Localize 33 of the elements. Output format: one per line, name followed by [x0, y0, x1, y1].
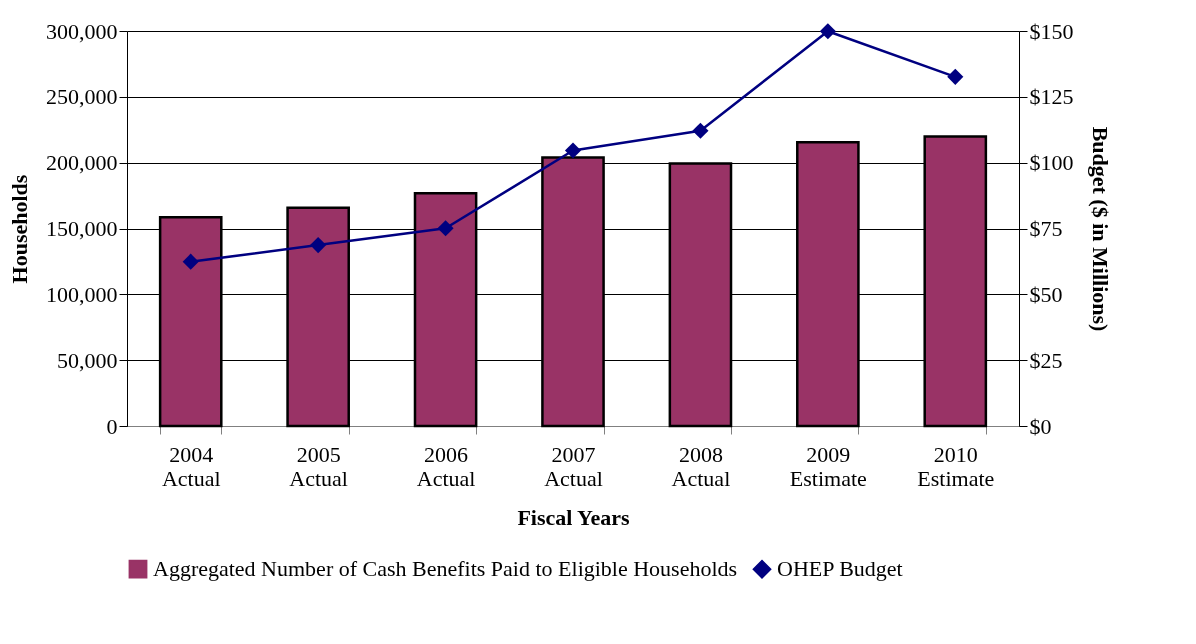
y2-tick-label: $75 [1029, 216, 1063, 241]
y2-tick-label: $100 [1029, 150, 1074, 176]
y2-tick-label: $150 [1029, 18, 1074, 44]
y-tick-label: 250,000 [46, 84, 118, 110]
point [819, 23, 836, 40]
point [692, 122, 709, 139]
y2-tick-label: $50 [1029, 281, 1063, 307]
y-tick-label: 300,000 [46, 18, 118, 44]
y-tick-label: 50,000 [57, 347, 118, 373]
x-tick-label: 2010 Estimate [917, 441, 995, 491]
point [310, 237, 327, 254]
y-tick-label: 100,000 [46, 281, 118, 307]
legend-label: OHEP Budget [777, 556, 903, 582]
x-tick-label: 2009 Estimate [789, 441, 867, 491]
y2-tick-label: $25 [1029, 347, 1063, 373]
x-tick-label: 2004 Actual [161, 441, 221, 491]
point [564, 142, 582, 159]
x-tick-label: 2008 Actual [671, 441, 731, 491]
y-tick-label: 150,000 [46, 216, 118, 241]
point [437, 220, 454, 237]
y2-tick-label: $0 [1029, 413, 1052, 439]
point [182, 253, 199, 270]
x-tick-label: 2006 Actual [416, 441, 476, 491]
y-axis-title: Households [7, 174, 32, 284]
y2-tick-label: $125 [1029, 84, 1074, 110]
x-tick-label: 2005 Actual [289, 441, 348, 491]
point [947, 68, 964, 85]
x-axis-title: Fiscal Years [517, 504, 631, 530]
legend-label: Aggregated Number of Cash Benefits Paid to Eligible Households [153, 556, 738, 582]
y-tick-label: 200,000 [46, 150, 118, 176]
y2-axis-title: Budget ($ in Millions) [1087, 126, 1113, 332]
y-tick-label: 0 [106, 413, 118, 439]
x-tick-label: 2007 Actual [544, 441, 603, 491]
